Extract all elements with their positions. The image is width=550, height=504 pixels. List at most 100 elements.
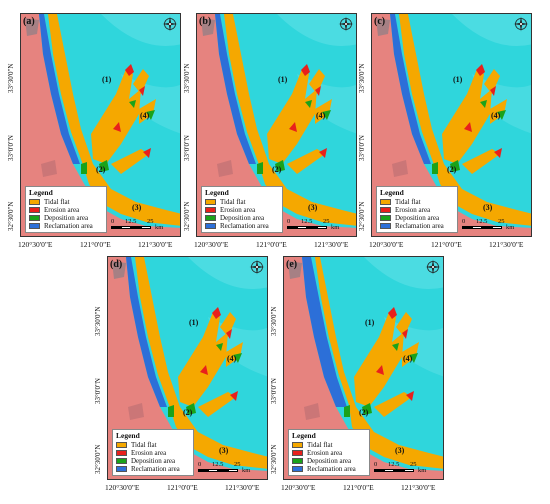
longitude-tick: 121°0'0"E [431, 240, 462, 249]
latitude-tick: 32°30'0"N [270, 444, 278, 474]
region-label: (4) [316, 111, 326, 120]
legend-label: Reclamation area [131, 465, 180, 473]
map-panel: (c) (1) (2) (3) (4) Legend Tidal flat Erosion a… [358, 13, 532, 249]
map-panel: (a) (1) (2) (3) (4) Legend Tidal flat Erosion a… [7, 13, 181, 249]
region-label: (4) [227, 354, 237, 363]
scale-unit: km [418, 467, 427, 474]
scale-unit: km [331, 224, 340, 231]
legend-item: Deposition area [292, 457, 366, 465]
latitude-tick: 32°30'0"N [94, 444, 102, 474]
legend-label: Tidal flat [44, 198, 70, 206]
legend-swatch [29, 215, 40, 221]
region-label: (2) [359, 408, 369, 417]
longitude-tick: 121°0'0"E [256, 240, 287, 249]
latitude-tick: 33°0'0"N [94, 378, 102, 404]
scale-bar: 0 12.5 25 km [287, 218, 353, 232]
scale-tick: 0 [111, 218, 115, 225]
map-panel: (e) (1) (2) (3) (4) Legend Tidal flat Erosion a… [270, 256, 444, 492]
scale-bar-graphic [462, 226, 502, 229]
legend-title: Legend [205, 188, 229, 197]
legend-label: Tidal flat [307, 441, 333, 449]
legend-swatch [292, 450, 303, 456]
latitude-tick: 33°30'0"N [94, 306, 102, 336]
legend-item: Tidal flat [29, 198, 103, 206]
north-arrow-icon [425, 259, 441, 275]
legend-swatch [292, 466, 303, 472]
region-label: (1) [365, 318, 375, 327]
scale-tick: 12.5 [125, 218, 137, 225]
legend-label: Erosion area [307, 449, 343, 457]
region-label: (1) [453, 75, 463, 84]
legend-label: Erosion area [131, 449, 167, 457]
scale-tick: 12.5 [476, 218, 488, 225]
scale-tick: 0 [462, 218, 466, 225]
scale-unit: km [242, 467, 251, 474]
scale-tick: 12.5 [388, 461, 400, 468]
scale-bar: 0 12.5 25 km [462, 218, 528, 232]
legend-item: Erosion area [292, 449, 366, 457]
map-panel: (b) (1) (2) (3) (4) Legend Tidal flat Erosion a… [183, 13, 357, 249]
longitude-tick: 121°30'0"E [138, 240, 173, 249]
legend-label: Erosion area [44, 206, 80, 214]
legend-label: Reclamation area [395, 222, 444, 230]
scale-tick: 12.5 [301, 218, 313, 225]
latitude-tick: 32°30'0"N [358, 201, 366, 231]
panel-label: (b) [199, 16, 212, 27]
legend-title: Legend [29, 188, 53, 197]
longitude-tick: 121°30'0"E [314, 240, 349, 249]
longitude-tick: 121°0'0"E [80, 240, 111, 249]
latitude-tick: 32°30'0"N [183, 201, 191, 231]
region-label: (2) [447, 165, 457, 174]
legend-label: Deposition area [220, 214, 265, 222]
legend-swatch [116, 450, 127, 456]
region-label: (4) [403, 354, 413, 363]
legend-swatch [380, 223, 391, 229]
legend-title: Legend [116, 431, 140, 440]
legend-swatch [380, 215, 391, 221]
region-label: (3) [308, 203, 318, 212]
legend-swatch [205, 215, 216, 221]
longitude-tick: 121°0'0"E [167, 483, 198, 492]
scale-bar: 0 12.5 25 km [374, 461, 440, 475]
legend: Legend Tidal flat Erosion area Deposition a… [112, 429, 194, 476]
legend-item: Erosion area [116, 449, 190, 457]
legend-label: Reclamation area [307, 465, 356, 473]
legend-item: Tidal flat [380, 198, 454, 206]
latitude-tick: 33°0'0"N [358, 135, 366, 161]
north-arrow-icon [338, 16, 354, 32]
scale-bar: 0 12.5 25 km [198, 461, 264, 475]
latitude-tick: 33°0'0"N [7, 135, 15, 161]
legend-swatch [380, 207, 391, 213]
north-arrow-icon [513, 16, 529, 32]
legend-item: Tidal flat [205, 198, 279, 206]
latitude-tick: 33°0'0"N [270, 378, 278, 404]
legend-item: Tidal flat [116, 441, 190, 449]
legend-item: Reclamation area [292, 465, 366, 473]
scale-unit: km [506, 224, 515, 231]
scale-tick: 25 [234, 461, 241, 468]
panel-label: (a) [23, 16, 35, 27]
scale-tick: 25 [498, 218, 505, 225]
scale-tick: 25 [323, 218, 330, 225]
legend-label: Deposition area [131, 457, 176, 465]
latitude-tick: 33°30'0"N [183, 63, 191, 93]
legend-swatch [29, 223, 40, 229]
scale-bar-graphic [374, 469, 414, 472]
legend-label: Deposition area [395, 214, 440, 222]
legend: Legend Tidal flat Erosion area Deposition a… [25, 186, 107, 233]
legend-item: Deposition area [380, 214, 454, 222]
legend-item: Deposition area [116, 457, 190, 465]
region-label: (3) [483, 203, 493, 212]
region-label: (3) [219, 446, 229, 455]
legend: Legend Tidal flat Erosion area Deposition a… [288, 429, 370, 476]
region-label: (2) [272, 165, 282, 174]
legend-swatch [292, 442, 303, 448]
latitude-tick: 32°30'0"N [7, 201, 15, 231]
legend-swatch [116, 458, 127, 464]
legend-label: Deposition area [307, 457, 352, 465]
region-label: (4) [140, 111, 150, 120]
longitude-tick: 121°0'0"E [343, 483, 374, 492]
legend-item: Reclamation area [380, 222, 454, 230]
legend-swatch [205, 199, 216, 205]
legend-label: Tidal flat [131, 441, 157, 449]
